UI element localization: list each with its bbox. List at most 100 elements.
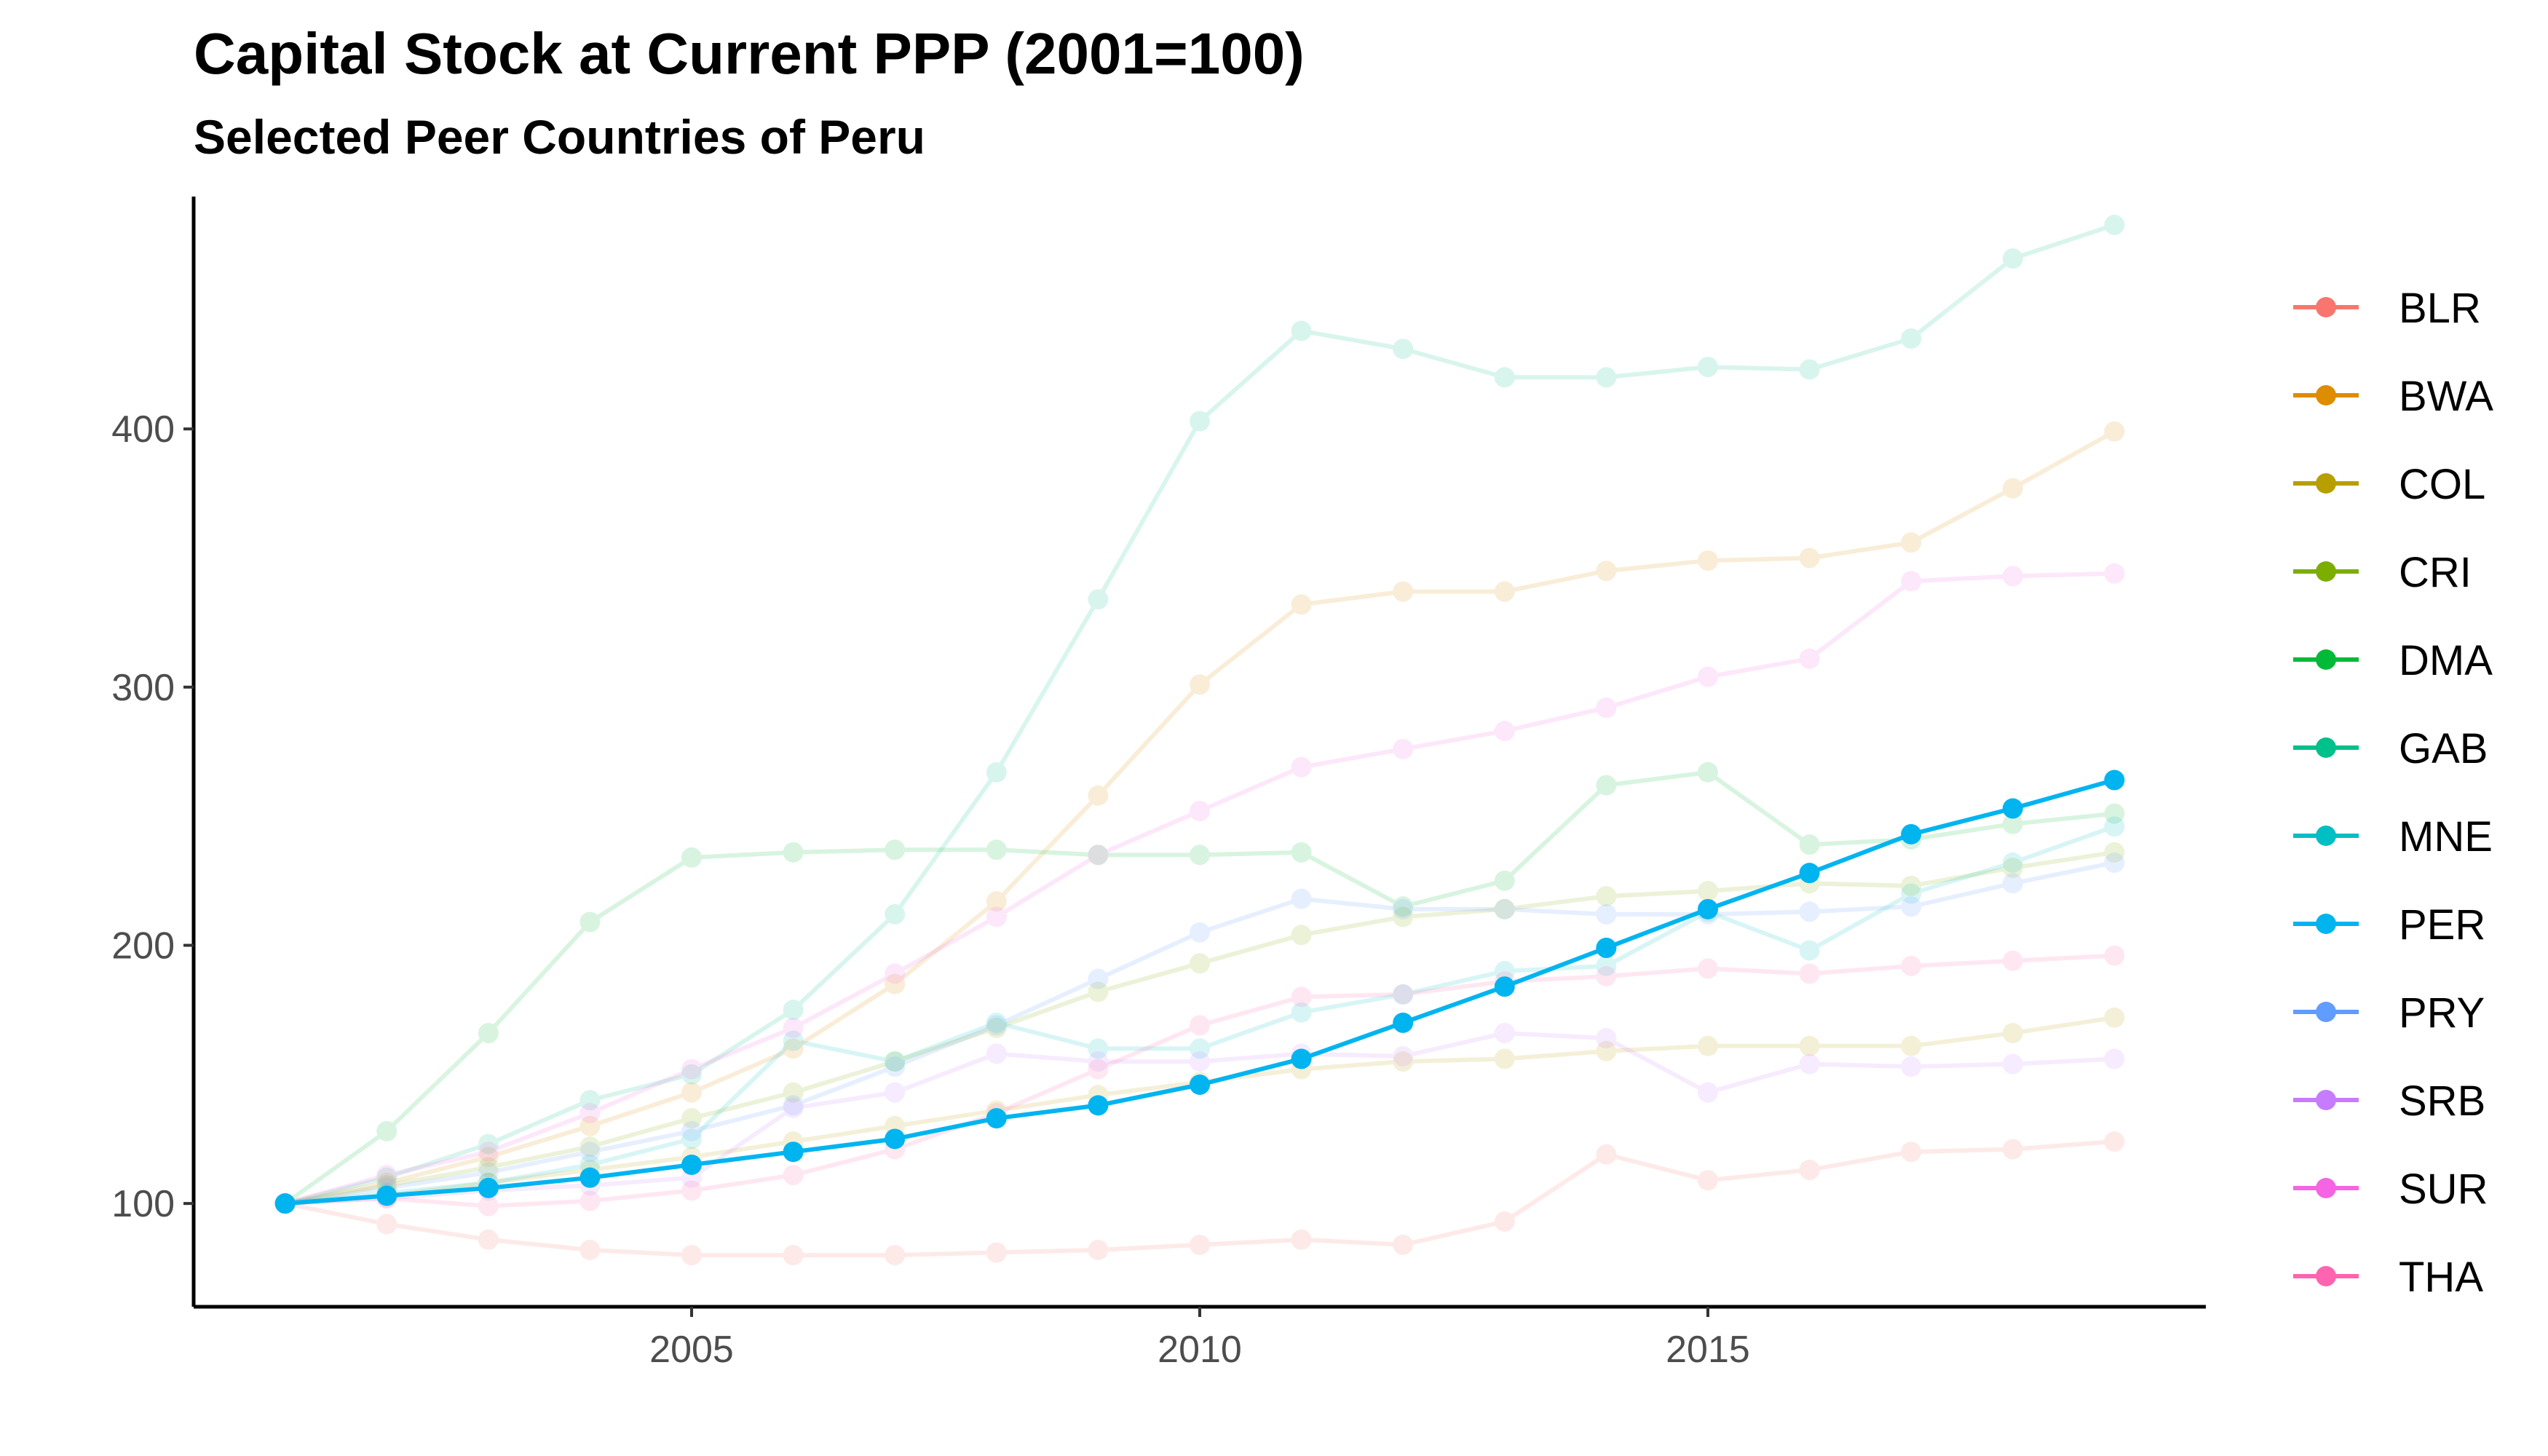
- data-point-tha: [783, 1165, 804, 1186]
- data-point-blr: [1190, 1234, 1210, 1255]
- data-point-gab: [1596, 367, 1617, 388]
- data-point-sur: [681, 1059, 703, 1080]
- data-point-per: [478, 1177, 499, 1198]
- legend-key-dot: [2316, 826, 2336, 846]
- data-point-tha: [2104, 945, 2125, 966]
- data-point-gab: [1088, 589, 1109, 610]
- legend-label: PER: [2399, 901, 2485, 949]
- legend-key-dot: [2316, 561, 2336, 582]
- data-point-col: [1393, 1051, 1414, 1072]
- series-sur: [274, 563, 2125, 1214]
- data-point-cri: [2104, 842, 2125, 863]
- data-point-col: [2002, 1023, 2023, 1044]
- legend-key-dot: [2316, 385, 2336, 405]
- data-point-blr: [2002, 1139, 2023, 1160]
- data-point-bwa: [986, 891, 1007, 912]
- data-point-tha: [1697, 958, 1718, 979]
- data-point-blr: [1088, 1239, 1109, 1260]
- legend-label: PRY: [2399, 989, 2485, 1037]
- data-point-gab: [783, 1000, 804, 1021]
- data-point-col: [2104, 1007, 2125, 1028]
- legend-key-dot: [2316, 649, 2336, 670]
- x-tick-label: 2005: [649, 1329, 734, 1371]
- data-point-per: [2002, 798, 2023, 819]
- data-point-col: [1494, 1048, 1515, 1069]
- data-point-sur: [1291, 756, 1312, 778]
- series-layer: [274, 215, 2125, 1266]
- data-point-mne: [1901, 883, 1922, 904]
- data-point-srb: [986, 1043, 1007, 1064]
- legend-key-dot: [2316, 1266, 2336, 1286]
- data-point-blr: [2104, 1131, 2125, 1152]
- legend-item-srb: SRB: [2293, 1077, 2485, 1125]
- data-point-mne: [1393, 984, 1414, 1005]
- data-point-srb: [1393, 1045, 1414, 1067]
- data-point-per: [376, 1185, 397, 1206]
- legend-item-gab: GAB: [2293, 725, 2488, 772]
- series-line-dma: [283, 769, 2115, 1206]
- series-blr: [274, 1131, 2125, 1266]
- data-point-sur: [1494, 721, 1515, 742]
- data-point-dma: [1393, 896, 1414, 917]
- data-point-mne: [2104, 816, 2125, 837]
- data-point-srb: [1901, 1056, 1922, 1077]
- data-point-gab: [478, 1133, 499, 1155]
- data-point-mne: [1190, 1038, 1210, 1059]
- data-point-srb: [1697, 1082, 1718, 1103]
- data-point-pry: [2104, 852, 2125, 873]
- data-point-pry: [1799, 901, 1820, 922]
- legend-key-dot: [2316, 1178, 2336, 1198]
- data-point-bwa: [1393, 581, 1414, 602]
- legend-key-dot: [2316, 297, 2336, 317]
- data-point-per: [885, 1128, 906, 1150]
- legend-key-dot: [2316, 737, 2336, 758]
- axis-layer: 100 200 300 400 2005 2010 2015: [111, 197, 2206, 1371]
- legend-item-mne: MNE: [2293, 813, 2493, 860]
- data-point-blr: [885, 1245, 906, 1266]
- legend-key-dot: [2316, 1090, 2336, 1110]
- data-point-gab: [1291, 320, 1312, 341]
- data-point-sur: [1799, 648, 1820, 669]
- data-point-gab: [2104, 215, 2125, 236]
- legend-label: SRB: [2399, 1077, 2485, 1125]
- data-point-mne: [986, 1012, 1007, 1033]
- data-point-gab: [1494, 367, 1515, 388]
- data-point-dma: [1799, 834, 1820, 855]
- data-point-gab: [579, 1090, 601, 1111]
- x-tick-label: 2010: [1158, 1329, 1242, 1371]
- data-point-cri: [1697, 881, 1718, 902]
- data-point-mne: [1596, 955, 1617, 976]
- data-point-cri: [2002, 858, 2023, 879]
- data-point-blr: [1901, 1142, 1922, 1163]
- x-tick-label: 2015: [1666, 1329, 1750, 1371]
- data-point-per: [1190, 1075, 1210, 1095]
- legend-label: CRI: [2399, 549, 2472, 596]
- series-line-bwa: [285, 430, 2116, 1206]
- data-point-cri: [1393, 906, 1414, 927]
- legend-item-blr: BLR: [2293, 285, 2481, 332]
- y-tick-label: 100: [111, 1183, 175, 1225]
- data-point-cri: [1291, 925, 1312, 946]
- data-point-pry: [1291, 888, 1312, 909]
- data-point-gab: [1393, 339, 1414, 360]
- data-point-srb: [1190, 1051, 1210, 1072]
- legend-label: BLR: [2399, 285, 2481, 332]
- legend-item-sur: SUR: [2293, 1166, 2488, 1213]
- data-point-bwa: [1799, 547, 1820, 569]
- data-point-srb: [1494, 1023, 1515, 1044]
- data-point-dma: [1697, 761, 1718, 783]
- data-point-bwa: [885, 973, 906, 994]
- data-point-tha: [1596, 966, 1617, 987]
- data-point-gab: [1190, 411, 1210, 432]
- data-point-blr: [376, 1214, 397, 1235]
- series-tha: [274, 945, 2125, 1216]
- data-point-pry: [1596, 903, 1617, 925]
- series-line-gab: [284, 223, 2116, 1206]
- data-point-tha: [478, 1195, 499, 1216]
- data-point-tha: [1088, 1059, 1109, 1080]
- data-point-pry: [681, 1120, 703, 1142]
- data-point-cri: [1190, 953, 1210, 974]
- data-point-pry: [2002, 873, 2023, 894]
- data-point-bwa: [2002, 478, 2023, 499]
- series-line-cri: [285, 850, 2115, 1206]
